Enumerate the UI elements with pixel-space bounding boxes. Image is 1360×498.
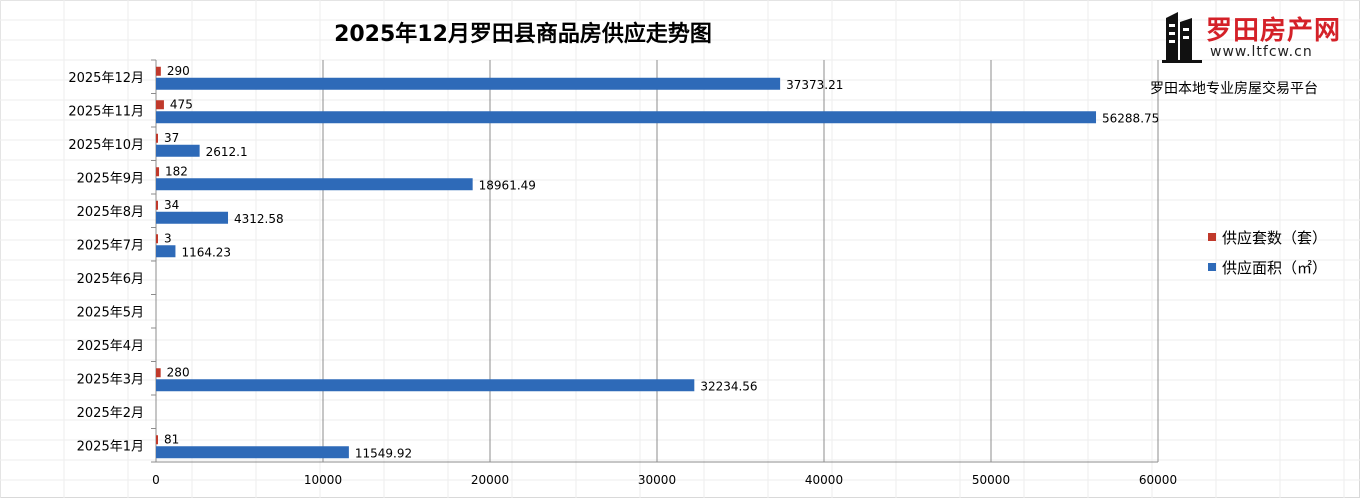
bar-units (156, 368, 161, 378)
bar-units-label: 280 (167, 365, 190, 379)
bar-area (156, 245, 176, 258)
bar-units-label: 182 (165, 164, 188, 178)
bar-units (156, 435, 158, 445)
bar-area (156, 144, 200, 157)
building-logo-icon (1162, 12, 1202, 63)
bar-units (156, 133, 158, 143)
y-category-label: 2025年3月 (77, 372, 144, 387)
x-tick-label: 60000 (1139, 473, 1177, 487)
y-category-label: 2025年5月 (77, 305, 144, 320)
bar-units-label: 37 (164, 131, 179, 145)
bar-units-label: 290 (167, 64, 190, 78)
legend-label-units: 供应套数（套） (1222, 228, 1328, 247)
x-tick-label: 20000 (471, 473, 509, 487)
bar-area-label: 1164.23 (181, 245, 231, 259)
y-category-label: 2025年10月 (68, 138, 144, 153)
bar-area-label: 32234.56 (700, 379, 757, 393)
bar-units-label: 34 (164, 198, 179, 212)
legend-swatch-units (1208, 233, 1216, 241)
x-tick-label: 50000 (972, 473, 1010, 487)
bar-area (156, 178, 473, 191)
chart-title: 2025年12月罗田县商品房供应走势图 (334, 22, 712, 47)
bar-units (156, 200, 158, 210)
logo-slogan: 罗田本地专业房屋交易平台 (1150, 81, 1318, 97)
bar-area (156, 211, 229, 224)
site-logo: 罗田房产网 www.ltfcw.cn (1160, 8, 1350, 64)
legend-label-area: 供应面积（㎡） (1222, 258, 1328, 277)
y-category-label: 2025年12月 (68, 71, 144, 86)
bar-units-label: 3 (164, 231, 172, 245)
legend-swatch-area (1208, 263, 1216, 271)
bar-units (156, 66, 161, 76)
bar-units-label: 81 (164, 432, 179, 446)
bar-area (156, 111, 1097, 124)
logo-url: www.ltfcw.cn (1210, 44, 1313, 60)
y-category-label: 2025年6月 (77, 272, 144, 287)
bar-units (156, 234, 158, 244)
bar-units (156, 100, 164, 110)
bar-area (156, 379, 695, 392)
bar-area-label: 11549.92 (355, 446, 412, 460)
bar-units (156, 167, 160, 177)
bar-area-label: 37373.21 (786, 78, 843, 92)
y-category-label: 2025年2月 (77, 406, 144, 421)
y-category-label: 2025年9月 (77, 171, 144, 186)
logo-brand: 罗田房产网 (1206, 16, 1342, 46)
bar-area (156, 77, 781, 90)
x-tick-label: 30000 (638, 473, 676, 487)
bar-area (156, 446, 349, 459)
y-category-label: 2025年8月 (77, 205, 144, 220)
legend-item-area: 供应面积（㎡） (1208, 252, 1327, 282)
y-category-label: 2025年4月 (77, 339, 144, 354)
bar-area-label: 18961.49 (479, 178, 536, 192)
y-category-label: 2025年7月 (77, 238, 144, 253)
bar-area-label: 4312.58 (234, 212, 284, 226)
x-tick-label: 10000 (304, 473, 342, 487)
x-tick-label: 0 (152, 473, 160, 487)
y-category-label: 2025年11月 (68, 104, 144, 119)
legend-item-units: 供应套数（套） (1208, 222, 1327, 252)
chart-legend: 供应套数（套） 供应面积（㎡） (1208, 222, 1327, 282)
x-tick-label: 40000 (805, 473, 843, 487)
bar-area-label: 56288.75 (1102, 111, 1159, 125)
bar-area-label: 2612.1 (206, 145, 248, 159)
bar-units-label: 475 (170, 97, 193, 111)
y-category-label: 2025年1月 (77, 439, 144, 454)
